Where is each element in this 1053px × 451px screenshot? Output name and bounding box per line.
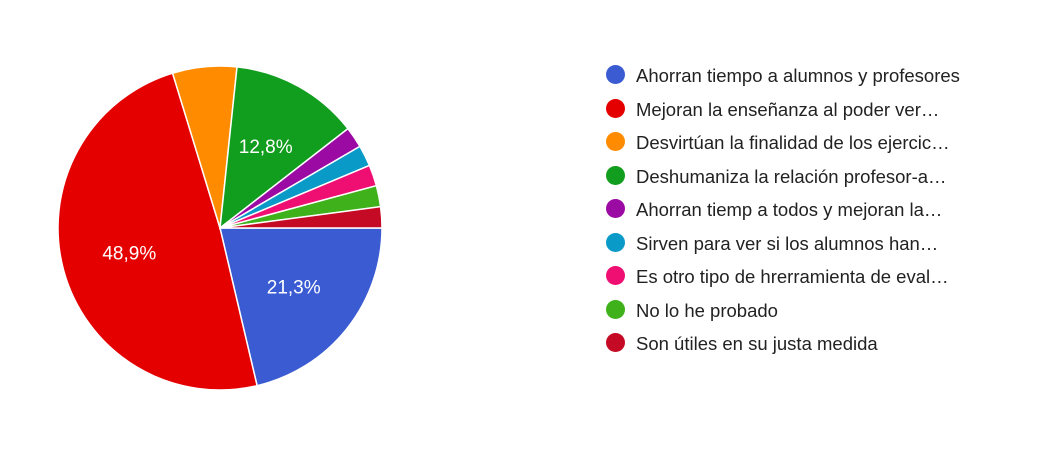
legend-item[interactable]: Deshumaniza la relación profesor-a… [606,164,1026,189]
legend-item[interactable]: Son útiles en su justa medida [606,331,1026,356]
legend-item[interactable]: Sirven para ver si los alumnos han… [606,231,1026,256]
legend-item[interactable]: Desvirtúan la finalidad de los ejercic… [606,130,1026,155]
pie-slice-label: 12,8% [239,137,293,158]
legend-swatch [606,299,625,319]
pie-slice-labels: 21,3% 48,9% 12,8% [102,137,320,298]
legend-swatch [606,98,625,118]
legend-swatch [606,333,625,352]
legend-item[interactable]: No lo he probado [606,298,1026,323]
legend-item[interactable]: Ahorran tiempo a alumnos y profesores [606,63,1026,88]
pie-slice-label: 21,3% [267,277,321,298]
pie-chart: 21,3% 48,9% 12,8% [57,65,383,391]
legend-label: Desvirtúan la finalidad de los ejercic… [636,132,950,153]
pie-slice[interactable] [57,72,259,391]
legend-item[interactable]: Es otro tipo de hrerramienta de eval… [606,264,1026,289]
legend-label: Deshumaniza la relación profesor-a… [636,165,947,187]
pie-slices [57,65,383,391]
legend-label: No lo he probado [636,299,778,321]
legend-label: Ahorran tiemp a todos y mejoran la… [636,199,943,220]
legend-swatch [606,65,625,84]
pie-slice-label: 48,9% [102,244,156,265]
legend-swatch [606,165,625,185]
chart-legend: Ahorran tiempo a alumnos y profesores Me… [606,63,1026,365]
legend-label: Son útiles en su justa medida [636,333,878,354]
legend-label: Sirven para ver si los alumnos han… [636,232,939,254]
legend-swatch [606,199,625,218]
legend-swatch [606,232,625,252]
legend-label: Mejoran la enseñanza al poder ver… [636,98,940,120]
legend-swatch [606,266,625,285]
legend-swatch [606,132,625,151]
pie-slice[interactable] [219,205,383,229]
legend-label: Es otro tipo de hrerramienta de eval… [636,266,949,287]
legend-item[interactable]: Ahorran tiemp a todos y mejoran la… [606,197,1026,222]
legend-item[interactable]: Mejoran la enseñanza al poder ver… [606,97,1026,122]
pie-slice[interactable] [219,227,383,387]
pie-slice[interactable] [219,66,349,230]
legend-label: Ahorran tiempo a alumnos y profesores [636,65,960,86]
